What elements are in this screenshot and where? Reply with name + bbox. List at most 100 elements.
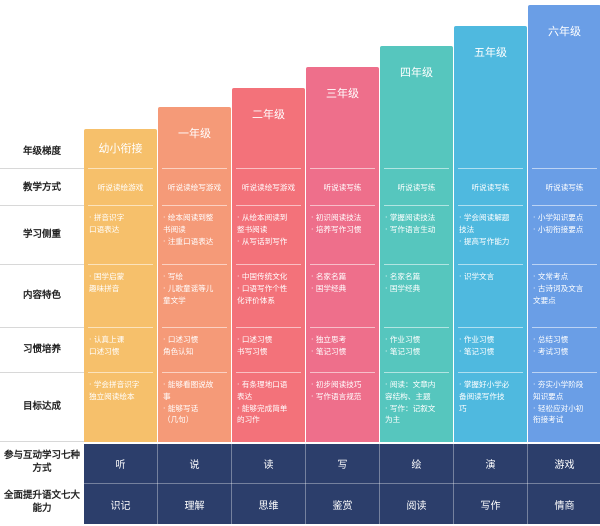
cell-focus: · 初识阅读技法 · 培养写作习惯 xyxy=(306,207,379,263)
cell-habit: · 独立思考 · 笔记习惯 xyxy=(306,329,379,371)
cell-content: · 文常考点 · 古诗词及文言 文要点 xyxy=(528,266,600,326)
cell-goal: · 能够看图说故 事 · 能够写话 （几句） xyxy=(158,374,231,442)
cell-focus: · 掌握阅读技法 · 写作语言生动 xyxy=(380,207,453,263)
cell-divider xyxy=(88,264,153,265)
ability: 鉴赏 xyxy=(332,500,353,512)
cell-line: · 古诗词及文言 xyxy=(533,283,584,293)
cell-line: · 拼音识字 xyxy=(89,213,125,222)
cell-teaching: 听说读绘游戏 xyxy=(97,183,144,193)
cell-line: 技法 xyxy=(459,224,475,234)
cell-line: · 绘本阅读到整 xyxy=(163,213,214,222)
cell-line: · 口述习惯 xyxy=(237,335,273,344)
cell-line: 童文学 xyxy=(163,295,186,305)
cell-line: · 国学经典 xyxy=(311,283,347,293)
grade-title: 四年级 xyxy=(400,66,433,79)
cell-teaching: 听说读写练 xyxy=(323,183,362,193)
cell-line: · 独立思考 xyxy=(311,335,347,344)
cell-line: 备阅读写作技 xyxy=(459,391,505,401)
grade-title: 五年级 xyxy=(474,46,507,59)
cell-line: · 注重口语表达 xyxy=(163,236,214,246)
cell-line: · 口述习惯 xyxy=(163,335,199,344)
cell-line: · 小初衔接要点 xyxy=(533,224,584,234)
cell-goal: · 夯实小学阶段 知识要点 · 轻松应对小初 衔接考试 xyxy=(528,374,600,442)
cell-line: 角色认知 xyxy=(163,346,194,356)
row-label-content-features: 内容特色 xyxy=(22,289,61,301)
cell-line: · 有条理地口语 xyxy=(237,380,288,389)
cell-goal: · 学会拼音识字 独立阅读绘本 xyxy=(84,374,157,442)
cell-line: （几句） xyxy=(163,415,194,425)
ability: 情商 xyxy=(554,500,575,512)
cell-divider xyxy=(236,205,301,206)
cell-line: 化评价体系 xyxy=(237,295,275,305)
grade-title: 三年级 xyxy=(326,87,359,100)
cell-divider xyxy=(236,168,301,169)
cell-divider xyxy=(384,168,449,169)
cell-divider xyxy=(532,327,597,328)
cell-line: · 学会阅读解题 xyxy=(459,213,510,222)
cell-line: 衔接考试 xyxy=(533,415,564,425)
cell-line: · 小学知识要点 xyxy=(533,213,584,222)
cell-habit: · 认真上课 口述习惯 xyxy=(84,329,157,371)
grade-column: 一年级 听说读绘写游戏 · 绘本阅读到整 书阅读 · 注重口语表达 · 写绘 · 儿歌童谣… xyxy=(158,107,231,442)
grade-title: 六年级 xyxy=(548,25,581,38)
cell-divider xyxy=(310,372,375,373)
cell-line: · 从写话到写作 xyxy=(237,236,288,246)
interactive-method: 读 xyxy=(263,460,274,471)
cell-line: · 掌握好小学必 xyxy=(459,380,510,389)
cell-line: · 初步阅读技巧 xyxy=(311,380,362,389)
cell-divider xyxy=(310,205,375,206)
cell-line: · 初识阅读技法 xyxy=(311,213,362,222)
cell-line: · 总结习惯 xyxy=(533,335,569,344)
cell-teaching: 听说读写练 xyxy=(471,183,510,193)
grade-title: 幼小衔接 xyxy=(98,142,143,155)
cell-focus: · 从绘本阅读到 整书阅读 · 从写话到写作 xyxy=(232,207,305,263)
cell-line: 巧 xyxy=(459,403,467,413)
band-column-divider xyxy=(305,444,306,524)
cell-divider xyxy=(458,205,523,206)
grade-column: 二年级 听说读绘写游戏 · 从绘本阅读到 整书阅读 · 从写话到写作 · 中国传统文化 ·… xyxy=(232,88,305,442)
cell-focus: · 学会阅读解题 技法 · 提高写作能力 xyxy=(454,207,527,263)
cell-line: · 培养写作习惯 xyxy=(311,224,362,234)
ability: 写作 xyxy=(480,500,501,512)
cell-divider xyxy=(236,264,301,265)
cell-line: 书写习惯 xyxy=(237,346,268,356)
cell-line: · 国学启蒙 xyxy=(89,272,125,281)
row-label-learning-focus: 学习侧重 xyxy=(22,228,61,240)
cell-content: · 识学文言 xyxy=(454,266,527,326)
row-divider xyxy=(0,168,84,169)
interactive-method: 听 xyxy=(115,460,126,471)
cell-habit: · 作业习惯 · 笔记习惯 xyxy=(454,329,527,371)
cell-line: · 轻松应对小初 xyxy=(533,403,584,413)
cell-goal: · 阅读：文章内 容结构、主题 · 写作：记叙文 为主 xyxy=(380,374,453,442)
cell-divider xyxy=(162,205,227,206)
cell-line: 容结构、主题 xyxy=(385,391,431,401)
grade-column: 六年级 听说读写练 · 小学知识要点 · 小初衔接要点 · 文常考点 · 古诗词及文言 文… xyxy=(528,5,600,442)
cell-divider xyxy=(88,372,153,373)
cell-habit: · 总结习惯 · 考试习惯 xyxy=(528,329,600,371)
row-divider xyxy=(0,264,84,265)
ability: 阅读 xyxy=(406,500,427,512)
cell-line: 表达 xyxy=(237,391,253,401)
cell-divider xyxy=(458,168,523,169)
cell-line: · 中国传统文化 xyxy=(237,272,288,281)
row-label-goals: 目标达成 xyxy=(22,400,61,412)
cell-goal: · 掌握好小学必 备阅读写作技 巧 xyxy=(454,374,527,442)
cell-line: · 夯实小学阶段 xyxy=(533,380,584,389)
cell-line: · 写作语言生动 xyxy=(385,224,436,234)
cell-line: · 名家名篇 xyxy=(385,272,421,281)
cell-content: · 国学启蒙 趣味拼音 xyxy=(84,266,157,326)
cell-divider xyxy=(310,327,375,328)
cell-divider xyxy=(88,327,153,328)
cell-divider xyxy=(384,327,449,328)
ability: 思维 xyxy=(258,500,279,512)
cell-line: · 考试习惯 xyxy=(533,346,569,356)
cell-divider xyxy=(532,264,597,265)
cell-content: · 名家名篇 · 国学经典 xyxy=(380,266,453,326)
cell-line: · 儿歌童谣等儿 xyxy=(163,283,214,293)
cell-divider xyxy=(310,264,375,265)
cell-divider xyxy=(162,264,227,265)
cell-focus: · 小学知识要点 · 小初衔接要点 xyxy=(528,207,600,263)
cell-line: 文要点 xyxy=(533,295,556,305)
cell-line: 口述习惯 xyxy=(89,346,120,356)
cell-line: · 写作语言规范 xyxy=(311,391,362,401)
